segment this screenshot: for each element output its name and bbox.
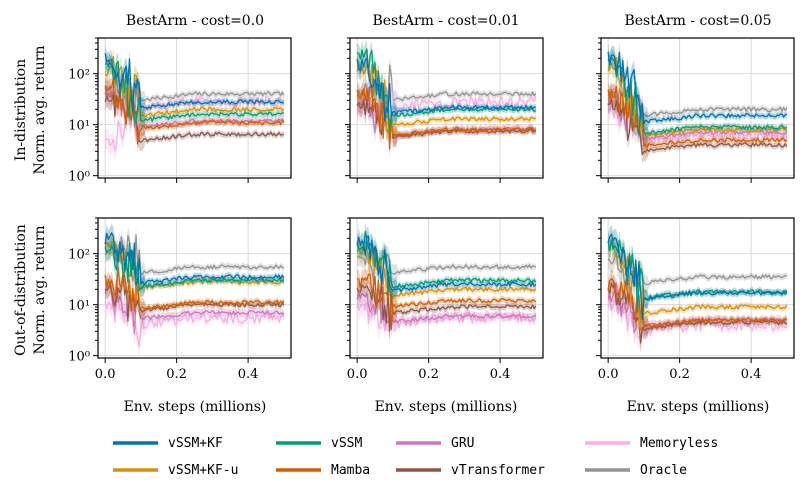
panel-r0-c2 [596,37,795,183]
legend-label-mamba: Mamba [331,463,370,478]
y-tick-label: 10¹ [68,119,90,134]
x-tick-label: 0.0 [598,367,619,382]
band-oracle [608,244,787,298]
band-oracle [357,239,536,291]
panel-r1-c2: 0.0 0.2 0.4 [596,217,795,382]
band-memoryless [608,93,787,157]
column-title-1: BestArm - cost=0.0 [126,13,264,29]
x-axis-label-3: Env. steps (millions) [627,399,770,415]
line-mamba [356,85,537,150]
column-title-3: BestArm - cost=0.05 [624,13,771,29]
panel-r1-c1: 0.0 0.2 0.4 [345,217,544,382]
line-gru [607,93,788,141]
line-vtransformer [607,282,788,344]
panel-r0-c1 [345,37,544,183]
line-vssm [104,58,284,125]
line-vssm-kf-u [356,240,537,298]
y-tick-label: 10⁰ [68,350,90,365]
line-vssm-kf [104,232,285,286]
row-label-top-line1: In-distribution [13,59,29,161]
band-vtransformer [357,89,536,148]
x-tick-label: 0.2 [166,367,187,382]
x-tick-label: 0.2 [669,367,690,382]
y-tick-label: 10² [68,248,90,263]
y-tick-label: 10¹ [68,299,90,314]
band-vssm-kf [357,226,536,301]
plot-frame [600,217,795,359]
legend-label-vssm: vSSM [331,436,362,451]
band-vtransformer [608,90,787,164]
x-tick-label: 0.0 [95,367,116,382]
column-title-2: BestArm - cost=0.01 [372,13,519,29]
x-tick-label: 0.0 [347,367,368,382]
band-vssm-kf [357,49,536,131]
line-vssm-kf-u [607,57,788,138]
legend-label-vssm-kf: vSSM+KF [168,436,223,451]
legend-label-oracle: Oracle [640,463,687,478]
row-label-top-line2: Norm. avg. return [32,46,48,175]
plot-frame [600,37,795,179]
band-vssm-kf-u [357,231,536,307]
plot-frame [97,37,292,179]
line-oracle [104,73,285,120]
band-memoryless [608,286,787,352]
line-mamba [356,273,537,331]
line-vssm-kf-u [356,62,537,135]
band-memoryless [357,75,536,131]
line-vssm [356,48,537,133]
band-gru [105,77,284,148]
band-mamba [105,258,284,321]
row-label-bottom-line2: Norm. avg. return [32,226,48,355]
legend-label-vssm-kf-u: vSSM+KF-u [168,463,238,478]
line-mamba [104,267,285,312]
legend-label-memoryless: Memoryless [640,436,718,451]
line-vssm-kf [104,53,285,112]
panel-r1-c0: 0.0 0.2 0.4 10⁰ 10¹ 10² [68,217,292,382]
line-gru [104,278,285,335]
plot-frame [349,217,544,359]
x-tick-label: 0.4 [490,367,511,382]
band-vssm [357,39,536,142]
band-vssm [105,233,284,300]
line-vssm-kf [607,233,788,321]
legend: vSSM+KF vSSM GRU Memoryless vSSM+KF-u Ma… [113,436,718,478]
line-vssm-kf [356,57,536,122]
plot-frame [97,217,292,359]
band-vtransformer [357,271,536,341]
panel-r0-c0: 10⁰ 10¹ 10² [68,37,292,185]
plot-frame [349,37,544,179]
x-tick-label: 0.4 [238,367,259,382]
band-gru [608,272,787,343]
line-vssm [607,56,788,136]
line-vtransformer [356,279,537,332]
line-mamba [104,78,285,145]
row-label-bottom-line1: Out-of-distribution [13,224,29,356]
band-vssm-kf-u [357,53,536,143]
line-vssm-kf-u [104,55,284,122]
x-tick-label: 0.2 [418,367,439,382]
x-axis-label-1: Env. steps (millions) [124,399,267,415]
legend-label-vtransformer: vTransformer [451,463,545,478]
y-tick-label: 10⁰ [68,170,90,185]
band-mamba [608,77,787,157]
line-vssm-kf [607,51,788,125]
band-vssm [608,48,787,144]
x-axis-label-2: Env. steps (millions) [375,399,518,415]
y-tick-label: 10² [68,68,90,83]
line-vssm-kf [356,235,537,292]
x-tick-label: 0.4 [741,367,762,382]
legend-label-gru: GRU [451,436,474,451]
band-memoryless [105,283,284,358]
